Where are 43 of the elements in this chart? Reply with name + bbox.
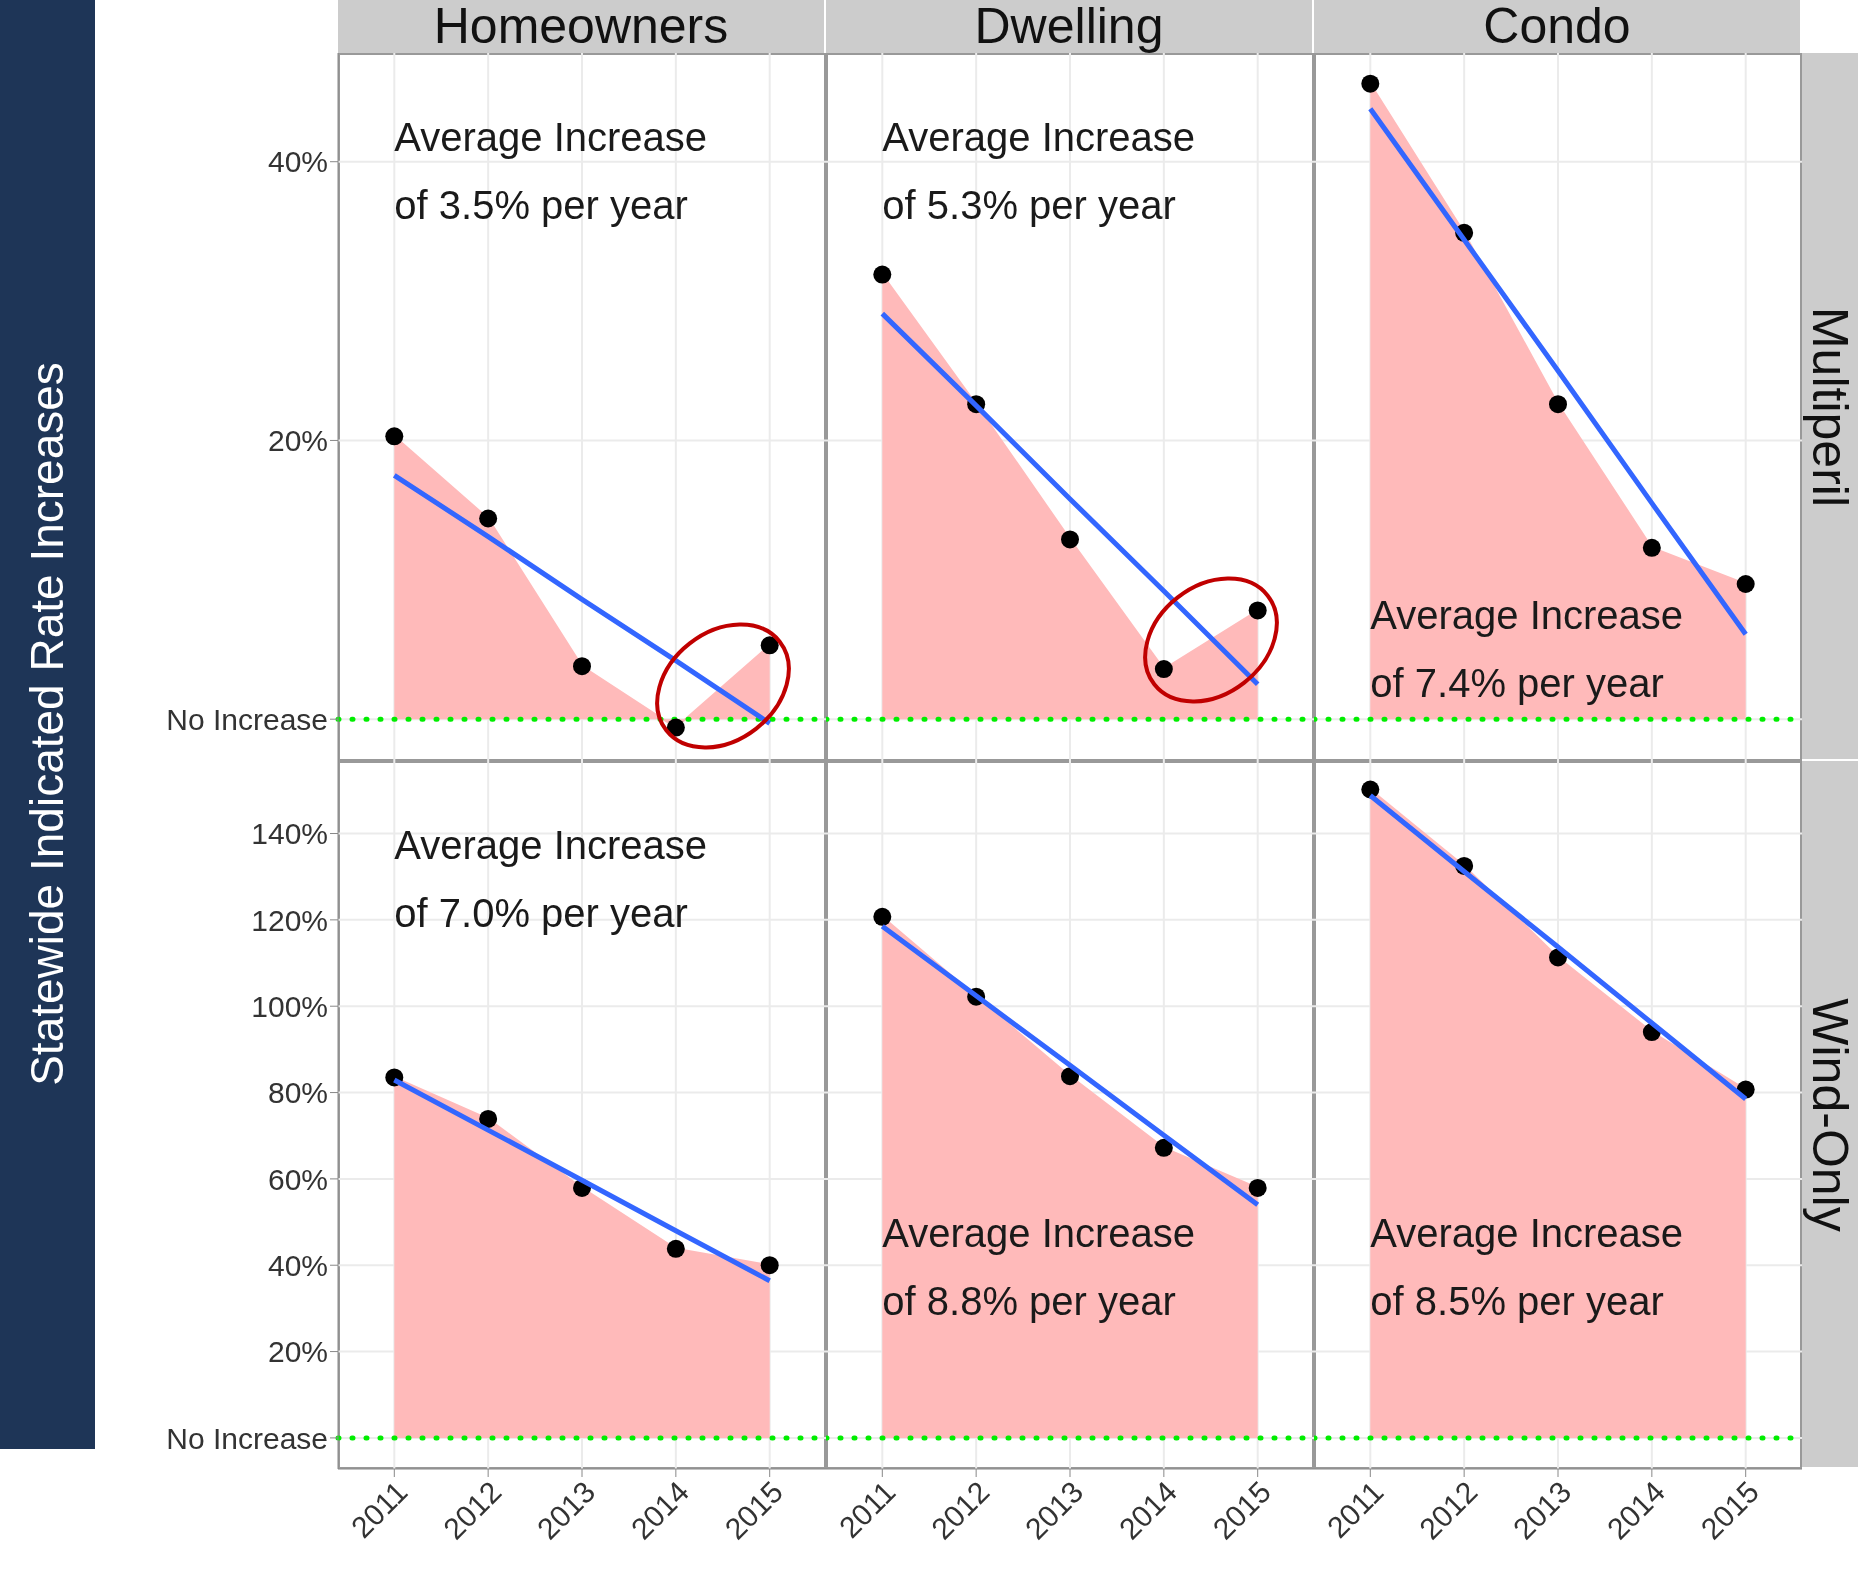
point [1642, 538, 1661, 557]
chart-title: Homeowners [338, 0, 826, 54]
chart-title: Dwelling [826, 0, 1314, 54]
y-tick-label: 140% [251, 817, 328, 851]
point [1061, 530, 1079, 549]
point [760, 1256, 779, 1275]
y-tick-label: No Increase [166, 702, 328, 736]
point [1154, 1138, 1173, 1157]
y-axis-title: Statewide Indicated Rate Increases [20, 362, 74, 1086]
point [666, 718, 685, 737]
point [873, 265, 892, 284]
point [573, 657, 591, 676]
point [479, 509, 498, 528]
point [479, 1109, 498, 1128]
y2-axis-title: Multiperil [1801, 306, 1858, 508]
y-tick-label: 120% [251, 903, 328, 937]
y-tick-label: 40% [267, 1248, 328, 1282]
point [1248, 1178, 1267, 1197]
point [385, 427, 404, 446]
annotation: Average Increase of 7.4% per year [1370, 592, 1685, 707]
point [760, 636, 779, 655]
y-tick-label: 20% [267, 1335, 328, 1369]
annotation: Average Increase of 8.5% per year [1370, 1210, 1685, 1325]
point [1549, 395, 1567, 414]
y-tick-label: 80% [267, 1076, 328, 1110]
point [873, 907, 892, 926]
y2-axis-title: Wind-Only [1801, 998, 1858, 1232]
y-tick-label: 100% [251, 989, 328, 1023]
point [1248, 601, 1267, 620]
point [1736, 575, 1755, 593]
annotation: Average Increase of 8.8% per year [882, 1210, 1197, 1325]
chart-title: Condo [1314, 0, 1802, 54]
point [666, 1239, 685, 1258]
annotation: Average Increase of 5.3% per year [882, 114, 1197, 229]
y-tick-label: No Increase [166, 1421, 328, 1455]
y-tick-label: 40% [267, 145, 328, 179]
y-tick-label: 60% [267, 1162, 328, 1196]
point [1361, 780, 1380, 799]
point [1154, 660, 1173, 679]
annotation: Average Increase of 3.5% per year [394, 114, 709, 229]
y-tick-label: 20% [267, 424, 328, 458]
point [1361, 74, 1380, 93]
annotation: Average Increase of 7.0% per year [394, 822, 709, 937]
